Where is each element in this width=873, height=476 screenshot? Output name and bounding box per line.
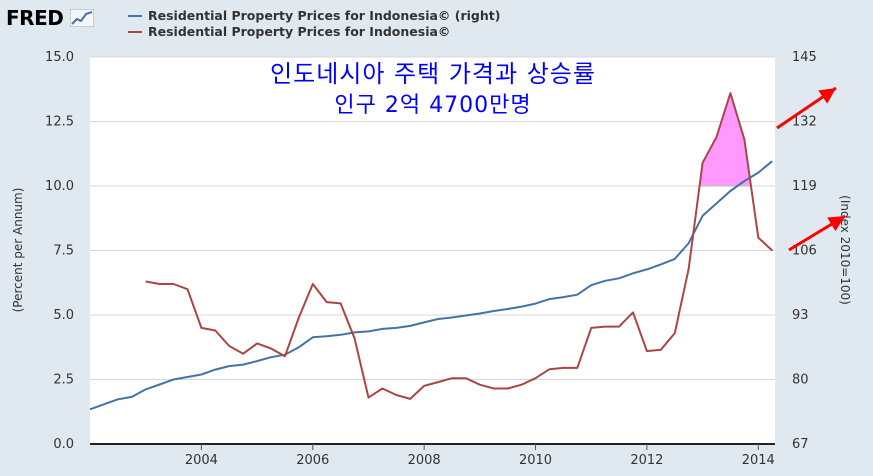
arrow-up-right-icon bbox=[776, 86, 837, 130]
highlight-fill bbox=[699, 93, 751, 186]
y-left-tick-label: 0.0 bbox=[53, 437, 74, 452]
series-line-index bbox=[89, 160, 773, 411]
y-right-tick-label: 132 bbox=[792, 115, 817, 130]
x-tick-label: 2008 bbox=[408, 453, 441, 468]
arrow-up-right-icon bbox=[788, 214, 846, 252]
y-right-tick-label: 93 bbox=[792, 308, 809, 323]
annotation-subtitle: 인구 2억 4700만명 bbox=[334, 93, 531, 118]
y-right-tick-label: 80 bbox=[792, 373, 809, 388]
y-right-tick-label: 119 bbox=[792, 179, 817, 194]
legend: Residential Property Prices for Indonesi… bbox=[128, 8, 500, 40]
y-left-tick-label: 15.0 bbox=[45, 50, 74, 65]
legend-label: Residential Property Prices for Indonesi… bbox=[148, 8, 501, 23]
y-right-tick-label: 67 bbox=[792, 437, 809, 452]
x-tick-label: 2012 bbox=[630, 453, 663, 468]
y-left-tick-label: 5.0 bbox=[53, 308, 74, 323]
annotation-title: 인도네시아 주택 가격과 상승률 bbox=[270, 60, 596, 88]
y-left-tick-label: 2.5 bbox=[53, 373, 74, 388]
y-right-tick-label: 106 bbox=[792, 244, 817, 259]
highlight-region bbox=[699, 93, 751, 187]
arrow-head bbox=[827, 216, 845, 232]
legend-swatch bbox=[128, 31, 142, 33]
logo-text: FRED bbox=[6, 6, 64, 30]
y-left-tick-label: 7.5 bbox=[53, 244, 74, 259]
legend-swatch bbox=[128, 15, 142, 17]
y-right-axis-title: (Index 2010=100) bbox=[838, 195, 852, 305]
series-group bbox=[89, 92, 773, 411]
y-left-tick-label: 10.0 bbox=[45, 179, 74, 194]
x-tick-label: 2010 bbox=[519, 453, 552, 468]
series-line-percent bbox=[145, 92, 773, 400]
y-left-tick-label: 12.5 bbox=[45, 115, 74, 130]
axes: 0.0 67 2.5 80 5.0 93 7.5 106 10.0 119 12.5 132 15.0 1… bbox=[11, 50, 852, 468]
x-tick-label: 2006 bbox=[296, 453, 329, 468]
y-left-axis-title: (Percent per Annum) bbox=[11, 188, 25, 313]
y-right-tick-label: 145 bbox=[792, 50, 817, 65]
x-tick-label: 2014 bbox=[742, 453, 775, 468]
legend-label: Residential Property Prices for Indonesi… bbox=[148, 24, 451, 39]
grid bbox=[90, 56, 775, 380]
arrow-head bbox=[818, 88, 836, 104]
legend-item[interactable]: Residential Property Prices for Indonesi… bbox=[128, 8, 500, 24]
legend-item[interactable]: Residential Property Prices for Indonesi… bbox=[128, 24, 500, 40]
x-tick-label: 2004 bbox=[185, 453, 218, 468]
